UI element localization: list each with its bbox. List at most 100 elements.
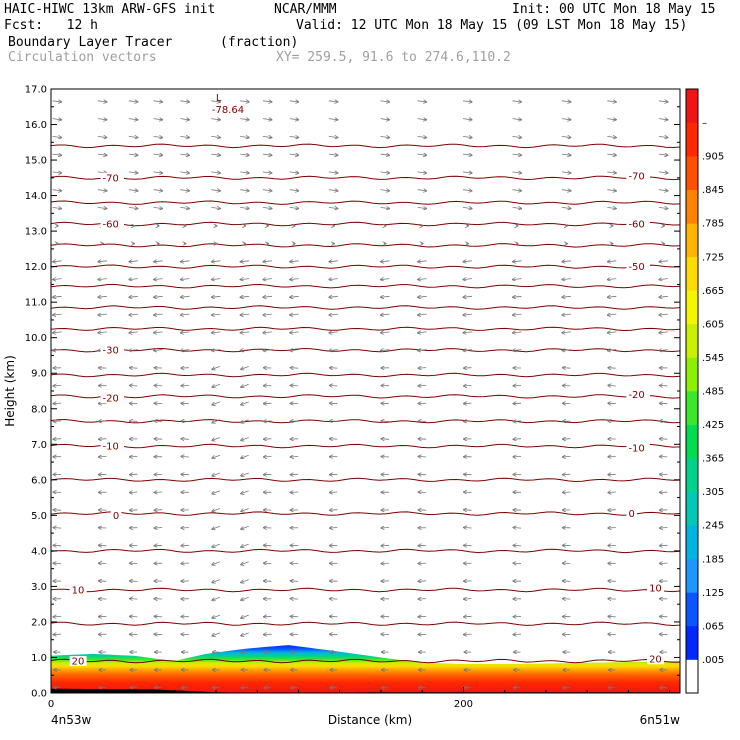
circulation-vector: [212, 454, 221, 458]
circulation-vector: [328, 119, 338, 120]
colorbar-swatch: [686, 659, 698, 694]
contour-label-background: [626, 508, 637, 519]
circulation-vector: [129, 368, 138, 369]
x-tick-label: 0: [48, 699, 54, 710]
circulation-vector: [129, 474, 138, 475]
circulation-vector: [381, 261, 390, 262]
circulation-vector: [464, 492, 472, 493]
contour-label: -10: [628, 443, 644, 454]
circulation-vector: [513, 545, 522, 546]
circulation-vector: [658, 172, 668, 173]
circulation-vector: [659, 296, 668, 297]
contour-line: [51, 477, 680, 483]
circulation-vector: [607, 190, 616, 191]
circulation-vector: [464, 634, 472, 635]
circulation-vector: [212, 579, 221, 583]
contour-label-background: [626, 389, 650, 400]
circulation-vector: [211, 101, 220, 102]
circulation-vector: [241, 525, 249, 529]
circulation-vector: [129, 599, 138, 600]
contour-label-background: [110, 510, 122, 521]
circulation-vector: [97, 101, 107, 102]
circulation-vector: [53, 261, 62, 262]
circulation-vector: [380, 207, 390, 208]
circulation-vector: [512, 136, 522, 137]
circulation-vector: [262, 154, 272, 155]
circulation-vector: [53, 616, 62, 617]
circulation-vector: [463, 332, 473, 333]
circulation-vector: [181, 563, 189, 564]
circulation-vector: [380, 136, 390, 137]
circulation-vector: [462, 101, 472, 102]
colorbar-label: .245: [702, 521, 724, 532]
circulation-vector: [129, 616, 138, 617]
circulation-vector: [262, 119, 272, 120]
circulation-vector: [289, 190, 299, 191]
circulation-vector: [328, 154, 338, 155]
circulation-vector: [607, 101, 616, 102]
circulation-vector: [98, 439, 107, 440]
circulation-vector: [328, 207, 338, 208]
circulation-vector: [241, 579, 249, 583]
circulation-vector: [562, 350, 571, 351]
circulation-vector: [154, 545, 163, 546]
circulation-vector: [329, 261, 338, 262]
contour-label-background: [69, 656, 87, 667]
contour-label: 10: [72, 585, 85, 596]
circulation-vector: [263, 439, 272, 440]
circulation-vector: [513, 279, 522, 280]
circulation-vector: [290, 261, 299, 262]
circulation-vector: [98, 314, 107, 315]
circulation-vector: [381, 350, 390, 351]
y-tick-label: 10.0: [25, 333, 47, 344]
circulation-vector: [211, 207, 220, 208]
circulation-vector: [97, 190, 107, 191]
contour-label: -10: [103, 442, 119, 453]
circulation-vector: [562, 456, 571, 457]
circulation-vector: [561, 207, 571, 208]
circulation-vector: [417, 207, 427, 208]
circulation-vector: [562, 261, 571, 262]
circulation-vector: [329, 599, 338, 600]
contour-label-background: [647, 654, 665, 665]
contour-label-background: [626, 171, 650, 182]
contour-label: -20: [628, 390, 644, 401]
circulation-vector: [53, 634, 62, 635]
circulation-vector: [263, 332, 272, 333]
circulation-vector: [462, 136, 472, 137]
circulation-vector: [180, 296, 190, 297]
circulation-vector: [513, 332, 522, 333]
circulation-vector: [329, 385, 338, 386]
circulation-vector: [52, 136, 62, 137]
circulation-vector: [153, 136, 163, 137]
circulation-vector: [290, 368, 299, 369]
circulation-vector: [562, 492, 571, 493]
colorbar-label: .425: [702, 420, 724, 431]
contour-label: 20: [72, 657, 85, 668]
circulation-vector: [240, 119, 249, 120]
circulation-vector: [418, 296, 427, 297]
circulation-vector: [211, 136, 220, 137]
circulation-vector: [211, 332, 221, 333]
circulation-vector: [180, 332, 190, 333]
circulation-vector: [659, 279, 668, 280]
contour-label-background: [100, 393, 125, 404]
circulation-vector: [329, 314, 338, 315]
circulation-vector: [53, 296, 62, 297]
circulation-vector: [463, 279, 473, 280]
circulation-vector: [129, 279, 138, 280]
circulation-vector: [381, 528, 390, 529]
contour-line: [51, 200, 680, 205]
colorbar-frame: [685, 88, 699, 694]
circulation-vector: [289, 172, 299, 173]
circulation-vector: [211, 296, 221, 297]
colorbar-label: –: [702, 118, 707, 129]
circulation-vector: [328, 190, 338, 191]
circulation-vector: [241, 437, 249, 441]
circulation-vector: [290, 474, 299, 475]
circulation-vector: [329, 296, 338, 297]
circulation-vector: [607, 314, 617, 315]
circulation-vector: [212, 596, 221, 600]
circulation-vector: [513, 261, 522, 262]
circulation-vector: [464, 599, 472, 600]
